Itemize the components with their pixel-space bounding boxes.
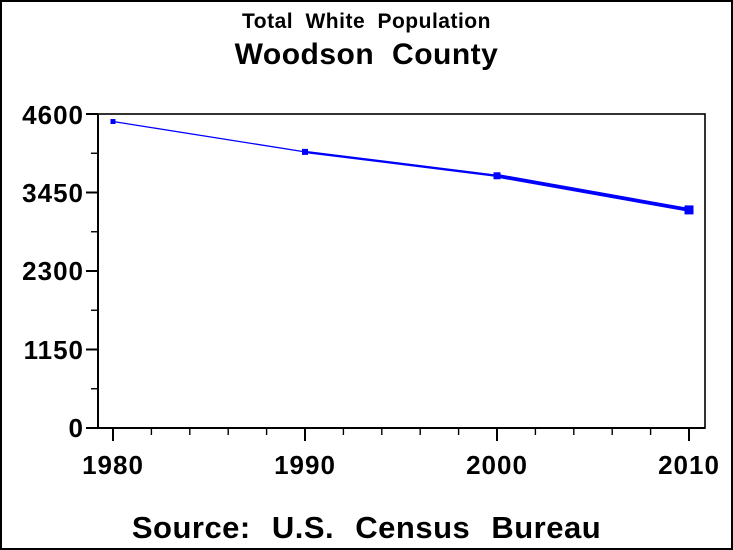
y-axis-tick-label: 0 — [68, 413, 84, 443]
data-point-marker — [684, 205, 694, 215]
plot-frame — [97, 113, 706, 429]
x-axis-tick-label: 2010 — [658, 450, 720, 480]
data-line-segment — [304, 150, 498, 177]
x-axis-tick-label: 1980 — [82, 450, 144, 480]
data-point-marker — [110, 119, 116, 125]
x-axis-tick-label: 2000 — [466, 450, 528, 480]
y-axis-tick-label: 1150 — [23, 335, 84, 365]
x-axis-tick-label: 1990 — [274, 450, 336, 480]
chart-subtitle: Woodson County — [234, 38, 499, 71]
y-axis-tick-label: 4600 — [22, 100, 84, 130]
chart-title: Total White Population — [242, 10, 491, 33]
data-line-segment — [496, 173, 690, 212]
y-axis-tick-label: 3450 — [22, 178, 84, 208]
data-line-segment — [112, 120, 306, 153]
chart-source-footnote: Source: U.S. Census Bureau — [131, 510, 602, 545]
y-axis-tick-label: 2300 — [22, 256, 84, 286]
data-point-marker — [302, 148, 308, 155]
data-point-marker — [493, 172, 501, 180]
